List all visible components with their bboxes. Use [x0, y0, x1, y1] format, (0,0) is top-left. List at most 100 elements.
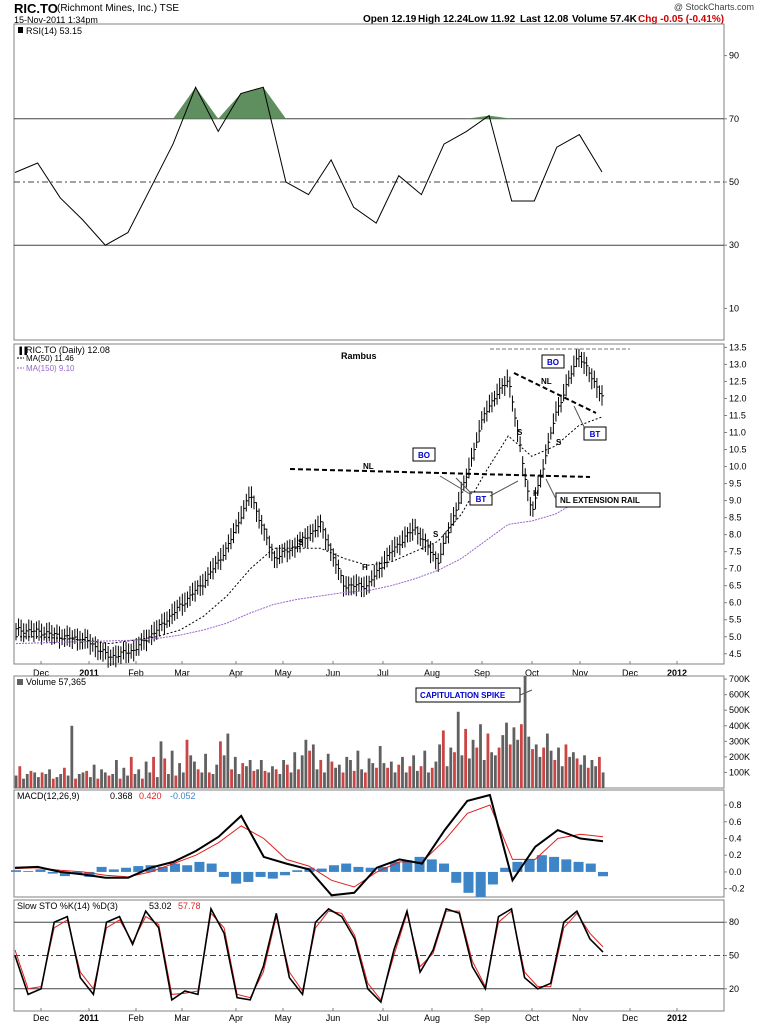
volume-bar: [323, 772, 326, 788]
rsi-y-tick-label: 10: [729, 303, 739, 313]
rsi-y-tick-label: 90: [729, 51, 739, 61]
macd-legend-value: 0.368: [110, 791, 133, 801]
volume-bar: [545, 733, 549, 788]
volume-bar: [415, 770, 419, 788]
price-x-label: Jun: [326, 668, 341, 678]
annotation-bo-2: BO: [547, 358, 559, 367]
price-legend-icon: ▐▐: [17, 346, 27, 356]
bt-pointer-1: [439, 475, 519, 497]
volume-bar: [538, 756, 542, 788]
price-y-tick-label: 9.0: [729, 496, 742, 506]
volume-y-tick-label: 200K: [729, 752, 750, 762]
price-legend-symbol: RIC.TO (Daily) 12.08: [26, 345, 110, 355]
volume-bar: [252, 770, 256, 788]
volume-bar: [467, 758, 471, 788]
rsi-y-tick-label: 50: [729, 177, 739, 187]
price-bars: [15, 348, 604, 668]
macd-legend-hist: -0.052: [170, 791, 196, 801]
ma50-line: [16, 416, 603, 645]
volume-bar: [230, 769, 233, 788]
macd-hist-bar: [206, 863, 217, 872]
volume-bar: [167, 774, 170, 788]
quote-volume: Volume 57.4K: [572, 14, 637, 25]
volume-bar: [133, 774, 137, 788]
volume-bar: [70, 725, 74, 788]
volume-bar: [519, 724, 523, 788]
volume-bar: [18, 766, 22, 788]
volume-bar: [438, 744, 442, 788]
price-x-label: 2012: [667, 668, 687, 678]
volume-bar: [360, 769, 364, 788]
volume-bar: [497, 747, 501, 788]
volume-bar: [378, 746, 382, 788]
volume-bar: [215, 764, 219, 788]
volume-bar: [434, 761, 438, 788]
quote-change: Chg -0.05 (-0.41%): [638, 14, 725, 25]
macd-legend-signal: 0.420: [139, 791, 162, 801]
macd-hist-bar: [11, 870, 21, 872]
macd-hist-bar: [182, 865, 193, 872]
volume-bar: [408, 766, 412, 788]
macd-hist-bar: [487, 871, 498, 885]
volume-bar: [441, 730, 445, 788]
volume-bar: [363, 772, 367, 788]
volume-bar: [245, 766, 248, 788]
quote-last: Last 12.08: [520, 14, 569, 25]
price-x-label: Dec: [622, 668, 639, 678]
volume-bar: [471, 739, 475, 788]
volume-bar: [59, 774, 63, 788]
volume-bar: [304, 739, 308, 788]
volume-bar: [579, 764, 583, 788]
volume-bar: [386, 767, 390, 788]
volume-bar: [152, 756, 155, 788]
macd-hist-bar: [47, 871, 58, 874]
volume-bar: [337, 764, 341, 788]
macd-hist-bar: [292, 870, 303, 872]
macd-hist-bar: [23, 871, 34, 872]
annotation-s-2: S: [433, 530, 439, 539]
price-y-tick-label: 8.5: [729, 513, 742, 523]
sto-x-label: 2012: [667, 1013, 687, 1023]
macd-hist-bar: [243, 871, 254, 882]
macd-hist-bar: [267, 871, 278, 879]
volume-bar: [178, 763, 181, 788]
volume-bar: [419, 766, 423, 788]
volume-bar: [271, 766, 274, 788]
macd-hist-bar: [121, 867, 132, 872]
chart-date: 15-Nov-2011 1:34pm: [14, 15, 98, 25]
macd-hist-bar: [390, 861, 401, 872]
volume-bar: [460, 755, 464, 788]
rsi-y-tick-label: 30: [729, 240, 739, 250]
rsi-legend: RSI(14) 53.15: [26, 26, 82, 36]
macd-hist-bar: [426, 859, 437, 872]
annotation-nl-1: NL: [363, 462, 374, 471]
volume-bar: [445, 766, 449, 788]
annotation-bt-2: BT: [590, 430, 601, 439]
macd-line: [14, 793, 604, 897]
macd-hist-bar: [549, 856, 560, 872]
volume-bar: [590, 760, 594, 788]
volume-bar: [375, 767, 378, 788]
volume-bar: [89, 777, 92, 788]
volume-bar: [92, 764, 96, 788]
volume-bar: [560, 766, 564, 788]
volume-bar: [516, 739, 520, 788]
sto-y-tick-label: 50: [729, 951, 739, 961]
volume-bar: [486, 733, 490, 788]
volume-bar: [456, 711, 460, 788]
volume-bar: [115, 760, 118, 788]
macd-hist-bar: [414, 856, 425, 872]
volume-bar: [297, 769, 300, 788]
quote-low: Low 11.92: [468, 14, 516, 25]
volume-bar: [233, 756, 237, 788]
capitulation-pointer: [519, 689, 533, 696]
price-y-tick-label: 6.5: [729, 581, 742, 591]
volume-bar: [144, 761, 148, 788]
macd-hist-bar: [72, 871, 83, 874]
volume-bar: [163, 758, 167, 788]
volume-bar: [523, 676, 527, 788]
volume-bar: [185, 739, 189, 788]
volume-legend: Volume 57,365: [26, 677, 86, 687]
volume-bar: [189, 755, 193, 788]
price-x-label: Mar: [174, 668, 190, 678]
